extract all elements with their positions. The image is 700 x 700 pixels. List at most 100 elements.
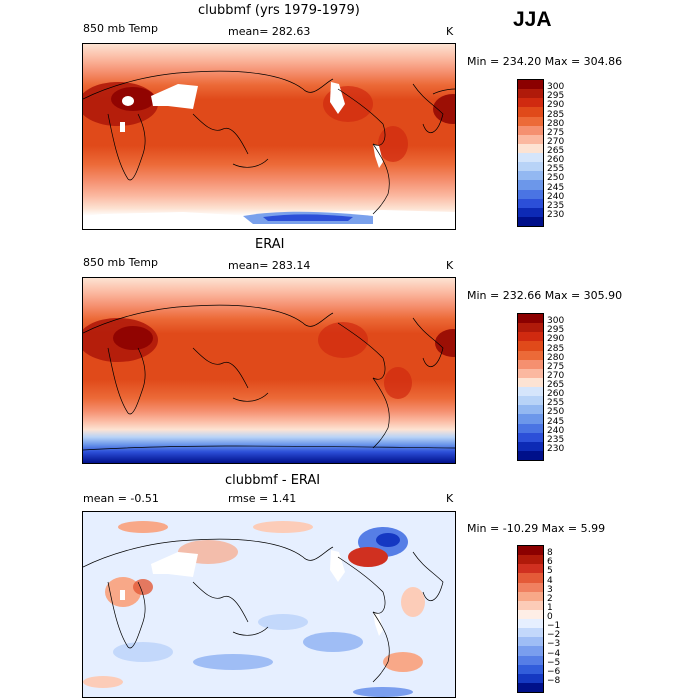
colorbar-segment (518, 198, 543, 208)
panel3-unit-label: K (446, 492, 454, 505)
colorbar-tick-label: 290 (547, 334, 565, 345)
colorbar-tick-label: 245 (547, 182, 565, 193)
colorbar-segment (518, 207, 543, 217)
colorbar-tick-label: 235 (547, 434, 565, 445)
colorbar-tick-label: 290 (547, 100, 565, 111)
colorbar-segment (518, 377, 543, 387)
colorbar-segment (518, 162, 543, 172)
panel3-title: clubbmf - ERAI (225, 473, 321, 488)
colorbar-segment (518, 368, 543, 378)
colorbar-tick-label: −4 (547, 648, 561, 659)
colorbar-tick-label: 260 (547, 155, 565, 166)
colorbar-segment (518, 619, 543, 629)
colorbar-tick-label: 255 (547, 398, 565, 409)
colorbar-segment (518, 171, 543, 181)
colorbar-segment (518, 98, 543, 108)
panel2-map (82, 277, 456, 464)
colorbar-segment (518, 180, 543, 190)
colorbar-segment (518, 637, 543, 647)
colorbar-tick-label: 2 (547, 593, 553, 604)
panel2-unit-label: K (446, 259, 454, 272)
colorbar-tick-label: −3 (547, 639, 561, 650)
colorbar-segment (518, 555, 543, 565)
colorbar-tick-label: 280 (547, 352, 565, 363)
colorbar-segment (518, 432, 543, 442)
colorbar-tick-label: 270 (547, 136, 565, 147)
colorbar-segment (518, 341, 543, 351)
colorbar-tick-label: 240 (547, 191, 565, 202)
colorbar-segment (518, 359, 543, 369)
panel2-title: ERAI (255, 237, 285, 252)
colorbar-tick-label: 275 (547, 127, 565, 138)
colorbar-segment (518, 387, 543, 397)
colorbar-segment (518, 89, 543, 99)
colorbar-tick-label: 255 (547, 164, 565, 175)
colorbar-tick-label: −6 (547, 666, 561, 677)
panel2-variable-label: 850 mb Temp (83, 256, 159, 269)
panel1-minmax-label: Min = 234.20 Max = 304.86 (467, 55, 623, 68)
colorbar-tick-label: 295 (547, 91, 565, 102)
panel2-mean-label: mean= 283.14 (228, 259, 311, 272)
colorbar-segment (518, 423, 543, 433)
panel1-title: clubbmf (yrs 1979-1979) (198, 3, 360, 18)
colorbar-segment (518, 600, 543, 610)
colorbar-segment (518, 216, 543, 226)
panel3-mean-label: mean = -0.51 (83, 492, 159, 505)
colorbar-segment (518, 125, 543, 135)
colorbar-segment (518, 107, 543, 117)
colorbar-tick-label: 280 (547, 118, 565, 129)
colorbar-segment (518, 664, 543, 674)
panel1-colorbar (517, 79, 544, 227)
panel1-unit-label: K (446, 25, 454, 38)
colorbar-segment (518, 564, 543, 574)
panel3-rmse-label: rmse = 1.41 (228, 492, 297, 505)
colorbar-segment (518, 546, 543, 556)
colorbar-tick-label: 265 (547, 146, 565, 156)
colorbar-segment (518, 582, 543, 592)
colorbar-segment (518, 314, 543, 324)
colorbar-tick-label: 245 (547, 416, 565, 427)
colorbar-tick-label: 300 (547, 82, 565, 93)
panel2-minmax-label: Min = 232.66 Max = 305.90 (467, 289, 623, 302)
panel2-colorbar (517, 313, 544, 461)
colorbar-tick-label: 230 (547, 209, 565, 220)
colorbar-segment (518, 134, 543, 144)
colorbar-segment (518, 143, 543, 153)
colorbar-segment (518, 628, 543, 638)
colorbar-segment (518, 609, 543, 619)
colorbar-tick-label: 265 (547, 380, 565, 390)
colorbar-segment (518, 591, 543, 601)
colorbar-tick-label: 250 (547, 407, 565, 418)
colorbar-segment (518, 573, 543, 583)
colorbar-segment (518, 350, 543, 360)
colorbar-segment (518, 682, 543, 692)
colorbar-tick-label: 275 (547, 361, 565, 372)
colorbar-segment (518, 396, 543, 406)
colorbar-segment (518, 414, 543, 424)
colorbar-segment (518, 441, 543, 451)
colorbar-tick-label: −1 (547, 621, 561, 632)
colorbar-tick-label: 3 (547, 584, 553, 595)
colorbar-tick-label: 250 (547, 173, 565, 184)
colorbar-tick-label: 5 (547, 566, 553, 577)
panel1-variable-label: 850 mb Temp (83, 22, 159, 35)
panel3-map (82, 511, 456, 698)
colorbar-segment (518, 655, 543, 665)
colorbar-segment (518, 332, 543, 342)
colorbar-segment (518, 153, 543, 163)
colorbar-tick-label: 6 (547, 557, 553, 568)
colorbar-tick-label: 230 (547, 443, 565, 454)
colorbar-tick-label: −8 (547, 675, 561, 686)
colorbar-segment (518, 673, 543, 683)
colorbar-tick-label: 0 (547, 612, 553, 622)
colorbar-tick-label: 285 (547, 109, 565, 120)
colorbar-tick-label: 300 (547, 316, 565, 327)
panel3-colorbar (517, 545, 544, 693)
colorbar-segment (518, 450, 543, 460)
colorbar-segment (518, 189, 543, 199)
season-label: JJA (513, 8, 552, 31)
colorbar-tick-label: 1 (547, 602, 553, 613)
colorbar-tick-label: 240 (547, 425, 565, 436)
colorbar-segment (518, 80, 543, 90)
panel1-map (82, 43, 456, 230)
